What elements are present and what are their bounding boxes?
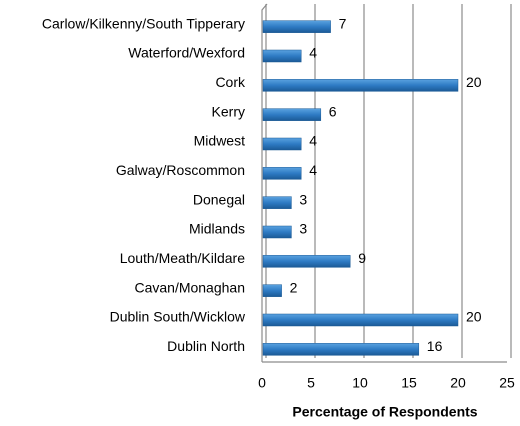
y-tick-label: Donegal [193, 191, 245, 207]
axis-wall [261, 3, 268, 362]
x-tick-label: 20 [450, 375, 466, 391]
bar [262, 49, 302, 63]
bar [262, 167, 302, 180]
y-tick-label: Galway/Roscommon [116, 162, 245, 178]
value-label: 4 [309, 162, 317, 178]
value-label: 3 [299, 191, 307, 207]
x-tick-label: 25 [499, 375, 515, 391]
bar [262, 79, 459, 92]
y-tick-label: Cavan/Monaghan [134, 279, 245, 295]
bar [262, 20, 331, 33]
y-tick-label: Midlands [189, 221, 245, 237]
y-tick-label: Waterford/Wexford [128, 45, 245, 61]
bar [262, 313, 459, 327]
bar [262, 225, 292, 239]
value-label: 16 [427, 338, 443, 354]
bar [262, 343, 420, 356]
bar [262, 284, 282, 297]
value-label: 6 [329, 103, 337, 119]
x-tick-label: 0 [258, 375, 266, 391]
y-tick-label: Midwest [194, 133, 245, 149]
y-tick-label: Kerry [212, 103, 245, 119]
value-label: 4 [309, 133, 317, 149]
y-tick-label: Louth/Meath/Kildare [120, 250, 246, 266]
x-tick-label: 15 [401, 375, 417, 391]
x-tick-label: 10 [352, 375, 368, 391]
value-label: 4 [309, 45, 317, 61]
y-tick-label: Dublin South/Wicklow [110, 309, 246, 325]
value-label: 2 [290, 279, 298, 295]
value-label: 3 [299, 221, 307, 237]
x-tick-label: 5 [307, 375, 315, 391]
bar [262, 108, 322, 121]
value-label: 7 [339, 15, 347, 31]
value-label: 20 [466, 309, 482, 325]
bar [262, 196, 292, 209]
y-tick-label: Cork [215, 74, 246, 90]
value-label: 20 [466, 74, 482, 90]
y-tick-label: Carlow/Kilkenny/South Tipperary [42, 15, 245, 31]
bar [262, 137, 302, 151]
y-tick-label: Dublin North [167, 338, 245, 354]
bar [262, 255, 351, 268]
value-label: 9 [358, 250, 366, 266]
x-axis-title: Percentage of Respondents [292, 404, 477, 420]
